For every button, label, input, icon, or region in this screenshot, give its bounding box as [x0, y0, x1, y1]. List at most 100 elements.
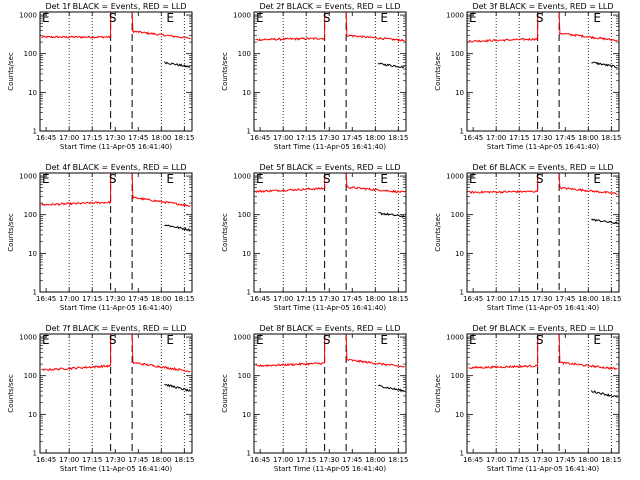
series-line-lld	[345, 185, 405, 194]
y-axis-label: Counts/sec	[7, 52, 15, 91]
y-tick-label: 1000	[19, 173, 37, 181]
x-tick-label: 17:45	[128, 456, 148, 464]
region-marker-e: E	[42, 172, 50, 186]
x-tick-label: 18:15	[174, 295, 194, 303]
series-line-events	[377, 62, 405, 69]
x-tick-label: 17:00	[273, 134, 293, 142]
x-tick-label: 16:45	[36, 456, 56, 464]
x-tick-label: 16:45	[250, 295, 270, 303]
x-tick-label: 16:45	[36, 295, 56, 303]
x-tick-label: 17:45	[342, 134, 362, 142]
series-line-events	[378, 384, 405, 393]
x-tick-label: 17:00	[59, 134, 79, 142]
region-marker-e: E	[166, 11, 174, 25]
series-line-events	[164, 383, 191, 392]
x-tick-label: 17:00	[486, 295, 506, 303]
x-tick-label: 16:45	[36, 134, 56, 142]
region-marker-e: E	[593, 333, 601, 347]
y-tick-label: 1000	[446, 334, 464, 342]
x-tick-label: 16:45	[463, 456, 483, 464]
x-tick-label: 17:30	[105, 456, 125, 464]
y-tick-label: 1000	[233, 12, 251, 20]
y-axis-label: Counts/sec	[7, 213, 15, 252]
x-tick-label: 17:30	[532, 134, 552, 142]
x-tick-label: 18:15	[174, 134, 194, 142]
series-line-lld	[41, 364, 111, 372]
series-transition-down	[131, 172, 134, 198]
x-tick-label: 17:30	[532, 456, 552, 464]
x-tick-label: 17:00	[273, 456, 293, 464]
x-axis-label: Start Time (11-Apr-05 16:41:40)	[274, 304, 386, 312]
x-tick-label: 17:15	[296, 134, 316, 142]
x-tick-label: 18:15	[601, 295, 621, 303]
y-tick-label: 1	[33, 128, 37, 136]
series-transition-down	[131, 333, 134, 363]
region-marker-e: E	[593, 172, 601, 186]
x-tick-label: 17:45	[128, 134, 148, 142]
chart-panel-9: Det 9f BLACK = Events, RED = LLD Counts/s…	[434, 324, 621, 473]
y-tick-label: 100	[24, 372, 37, 380]
x-tick-label: 17:15	[82, 295, 102, 303]
x-tick-label: 18:00	[578, 134, 598, 142]
x-tick-label: 17:00	[59, 456, 79, 464]
series-line-lld	[255, 362, 325, 368]
region-marker-s: S	[109, 172, 117, 186]
y-tick-label: 10	[242, 89, 251, 97]
series-line-lld	[255, 37, 325, 42]
plot-frame	[39, 333, 193, 454]
region-marker-e: E	[42, 11, 50, 25]
y-tick-label: 100	[238, 372, 251, 380]
x-tick-label: 16:45	[463, 295, 483, 303]
series-transition-down	[558, 333, 561, 363]
y-axis-label: Counts/sec	[221, 374, 229, 413]
region-marker-e: E	[469, 333, 477, 347]
x-tick-label: 18:15	[388, 456, 408, 464]
chart-title: Det 4f BLACK = Events, RED = LLD	[45, 163, 186, 172]
series-line-lld	[255, 186, 325, 194]
chart-panel-6: Det 6f BLACK = Events, RED = LLD Counts/s…	[434, 163, 621, 312]
x-tick-label: 18:00	[151, 295, 171, 303]
series-transition-down	[345, 11, 348, 36]
series-transition-down	[131, 11, 134, 32]
x-tick-label: 16:45	[250, 456, 270, 464]
region-marker-s: S	[536, 11, 544, 25]
plot-frame	[253, 172, 407, 293]
plot-frame	[466, 172, 620, 293]
series-line-lld	[41, 35, 111, 39]
chart-panel-4: Det 4f BLACK = Events, RED = LLD Counts/s…	[7, 163, 194, 312]
y-tick-label: 100	[451, 211, 464, 219]
x-tick-label: 17:30	[532, 295, 552, 303]
x-tick-label: 17:45	[128, 295, 148, 303]
y-axis-label: Counts/sec	[221, 52, 229, 91]
x-axis-label: Start Time (11-Apr-05 16:41:40)	[60, 304, 172, 312]
y-tick-label: 10	[28, 250, 37, 258]
chart-title: Det 7f BLACK = Events, RED = LLD	[45, 324, 186, 333]
series-line-lld	[41, 200, 112, 207]
x-tick-label: 16:45	[463, 134, 483, 142]
series-line-events	[378, 211, 405, 219]
series-line-events	[164, 224, 191, 232]
y-tick-label: 1000	[19, 334, 37, 342]
chart-title: Det 8f BLACK = Events, RED = LLD	[259, 324, 400, 333]
series-line-lld	[468, 189, 538, 195]
y-tick-label: 100	[238, 211, 251, 219]
x-tick-label: 18:00	[365, 456, 385, 464]
region-marker-s: S	[536, 172, 544, 186]
series-line-events	[590, 390, 618, 398]
x-tick-label: 18:15	[601, 134, 621, 142]
x-tick-label: 17:15	[82, 456, 102, 464]
y-axis-label: Counts/sec	[7, 374, 15, 413]
y-tick-label: 100	[24, 211, 37, 219]
x-tick-label: 18:00	[365, 295, 385, 303]
y-tick-label: 1000	[446, 12, 464, 20]
series-line-events	[591, 218, 618, 225]
y-axis-label: Counts/sec	[434, 213, 442, 252]
series-line-lld	[468, 37, 539, 43]
plot-frame	[253, 333, 407, 454]
series-line-lld	[558, 185, 618, 195]
x-tick-label: 17:00	[486, 456, 506, 464]
series-line-lld	[345, 358, 405, 368]
y-tick-label: 1000	[446, 173, 464, 181]
series-transition-down	[345, 172, 348, 188]
